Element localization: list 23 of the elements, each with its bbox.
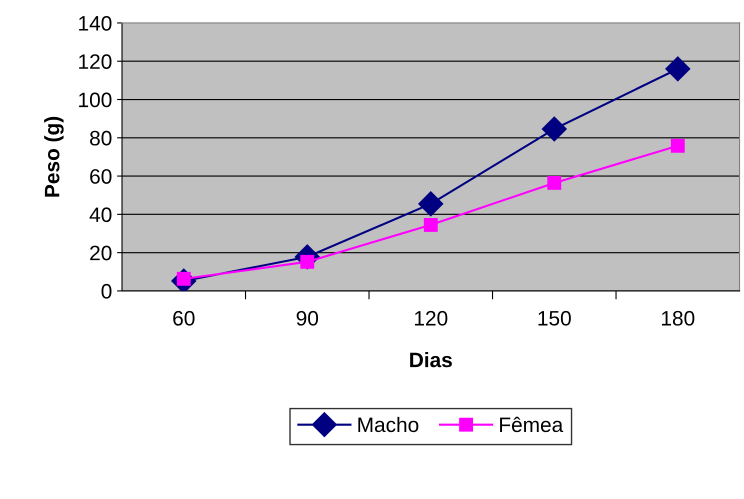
- point: [418, 191, 444, 216]
- point: [547, 176, 562, 190]
- y-tick-label: 100: [79, 92, 112, 108]
- x-tick-label: 150: [538, 310, 571, 326]
- y-tick-label: 20: [90, 246, 112, 260]
- x-tick-label: 60: [173, 310, 195, 326]
- legend-label: Fêmea: [500, 416, 564, 432]
- y-tick-label: 0: [102, 284, 112, 299]
- x-axis-title: Dias: [410, 352, 452, 368]
- point: [665, 56, 690, 82]
- point: [670, 138, 685, 153]
- y-tick-label: 120: [79, 54, 112, 69]
- x-tick-label: 120: [414, 310, 448, 326]
- y-tick-label: 140: [79, 16, 112, 31]
- point: [424, 218, 438, 232]
- y-tick-label: 40: [90, 207, 112, 222]
- point: [542, 116, 567, 142]
- y-tick-label: 60: [90, 169, 112, 184]
- x-tick-label: 180: [662, 310, 694, 326]
- y-tick-label: 80: [90, 130, 112, 146]
- x-tick-label: 90: [296, 310, 318, 326]
- y-axis-title: Peso (g): [44, 116, 64, 197]
- legend-label: Macho: [358, 416, 418, 432]
